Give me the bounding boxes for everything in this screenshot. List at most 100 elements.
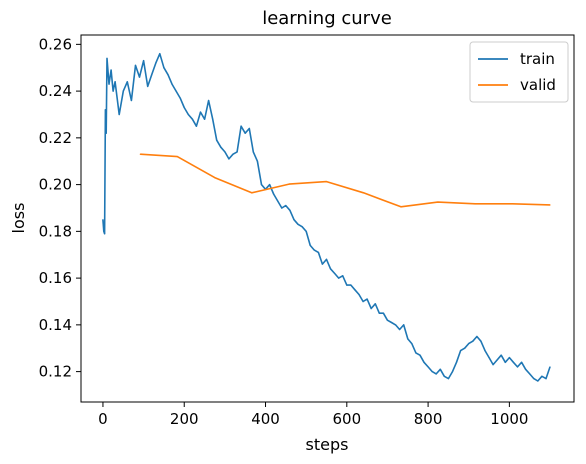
data-point [248,127,250,130]
data-point [301,226,303,228]
data-point [191,118,193,120]
data-point [313,249,315,251]
data-point [251,192,253,194]
data-point [407,338,409,340]
data-point [260,184,263,186]
data-point [103,233,106,235]
series-valid [139,153,551,208]
data-point [529,373,531,375]
data-point [147,85,149,88]
data-point [134,64,137,66]
data-point [549,204,551,206]
data-point [374,303,376,305]
data-point [176,155,178,158]
data-point [236,151,238,153]
data-point [362,300,364,303]
y-tick-label: 0.26 [39,35,72,53]
y-tick-label: 0.18 [39,222,72,240]
series-line-valid [140,153,551,208]
y-tick-label: 0.12 [39,363,72,381]
data-point [305,230,307,232]
data-point [277,200,279,202]
data-point [212,118,214,120]
data-point [423,361,425,363]
data-point [496,359,498,361]
data-point [325,258,328,261]
data-point [175,90,177,92]
data-point [104,109,106,111]
data-point [533,378,535,380]
data-point [102,219,104,221]
data-point [460,349,462,352]
data-point [508,356,510,359]
data-point [195,125,198,127]
data-point [179,97,181,99]
plot-area [102,52,551,382]
data-point [224,151,226,153]
series-train [102,52,551,382]
data-point [431,371,433,373]
data-point [214,176,216,179]
data-point [435,373,437,375]
data-point [342,275,344,277]
data-point [411,342,413,345]
data-point [504,361,506,363]
series-line-train [102,52,551,382]
data-point [476,335,478,338]
data-point [317,251,319,253]
data-point [358,293,360,296]
data-point [512,361,515,363]
data-point [468,342,470,345]
data-point [285,205,287,207]
data-point [187,113,189,116]
data-point [399,328,401,331]
data-point [455,361,458,363]
data-point [386,319,389,321]
x-axis: 0 200 400 600 800 1000 [98,402,528,428]
y-axis: 0.12 0.14 0.16 0.18 0.20 0.22 0.24 0.26 [39,35,81,381]
data-point [203,118,206,120]
y-axis-label: loss [9,203,28,234]
data-point [541,375,543,377]
x-tick-label: 1000 [490,410,528,428]
data-point [208,99,210,102]
data-point [549,366,551,368]
data-point [338,277,340,279]
data-point [525,368,527,370]
data-point [293,219,295,221]
data-point [228,158,230,160]
data-point [252,151,254,153]
data-point [400,206,402,208]
data-point [447,378,450,380]
data-point [256,160,258,162]
data-point [354,289,356,291]
data-point [537,380,539,382]
data-point [382,312,384,314]
data-point [309,244,311,246]
x-tick-label: 400 [251,410,280,428]
data-point [443,375,445,377]
legend-label-train: train [520,50,555,68]
data-point [155,62,157,64]
data-point [138,76,141,78]
data-point [488,356,490,359]
data-point [484,349,486,352]
data-point [500,354,502,356]
data-point [288,183,290,185]
data-point [151,74,153,76]
data-point [334,272,336,275]
data-point [240,125,242,127]
data-point [427,366,429,368]
y-tick-label: 0.22 [39,129,72,147]
data-point [415,352,417,354]
x-axis-label: steps [306,435,349,454]
data-point [114,81,116,83]
data-point [130,99,132,102]
y-tick-label: 0.14 [39,316,72,334]
data-point [199,111,202,113]
data-point [110,69,112,71]
data-point [268,184,271,186]
x-tick-label: 200 [170,410,199,428]
y-tick-label: 0.16 [39,269,72,287]
